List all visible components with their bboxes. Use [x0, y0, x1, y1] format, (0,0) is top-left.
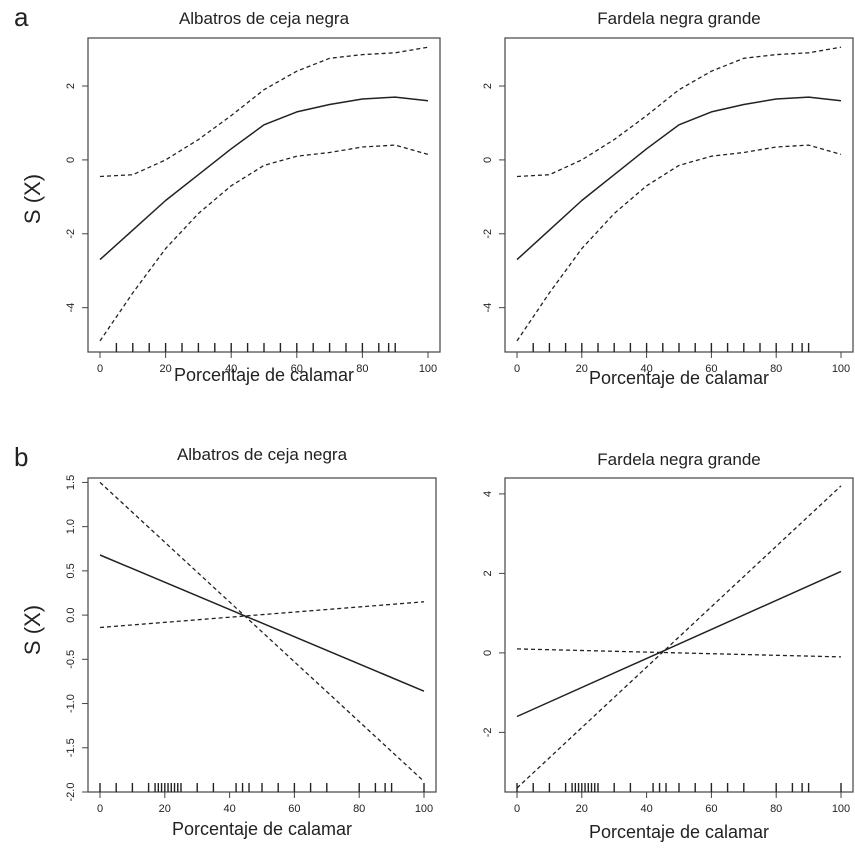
x-tick-label: 100	[832, 363, 850, 375]
x-tick-label: 80	[770, 363, 782, 375]
y-tick-label: -1.5	[65, 738, 77, 757]
x-tick-label: 40	[640, 363, 652, 375]
x-tick-label: 40	[223, 803, 235, 815]
panel-b-letter: b	[14, 442, 28, 472]
y-tick-label: 2	[482, 570, 494, 576]
fitted-line	[99, 554, 425, 692]
x-tick-label: 60	[705, 803, 717, 815]
y-tick-label: 4	[482, 491, 494, 497]
x-tick-label: 60	[291, 363, 303, 375]
x-tick-label: 100	[832, 803, 850, 815]
x-tick-label: 0	[514, 363, 520, 375]
y-tick-label: -1.0	[65, 694, 77, 713]
plot-frame	[87, 37, 441, 353]
x-tick-label: 40	[225, 363, 237, 375]
x-tick-label: 100	[415, 803, 433, 815]
confidence-band-line	[99, 144, 429, 342]
chart-title: Fardela negra grande	[597, 450, 761, 469]
x-tick-label: 20	[159, 803, 171, 815]
confidence-band-line	[516, 46, 842, 178]
fitted-line	[516, 570, 842, 718]
x-tick-label: 20	[576, 363, 588, 375]
panel-a-ylabel: S (X)	[20, 174, 45, 224]
chart-title: Albatros de ceja negra	[179, 9, 350, 28]
fitted-line	[516, 96, 842, 261]
y-tick-label: 2	[65, 83, 77, 89]
y-tick-label: -2	[482, 229, 494, 239]
y-tick-label: -0.5	[65, 650, 77, 669]
confidence-band-line	[99, 481, 425, 782]
chart-title: Albatros de ceja negra	[177, 445, 348, 464]
plot-frame	[504, 477, 854, 793]
x-tick-label: 80	[356, 363, 368, 375]
plot-frame	[504, 37, 854, 353]
chart-a-left: Albatros de ceja negra Porcentaje de cala…	[65, 9, 441, 385]
x-tick-label: 20	[159, 363, 171, 375]
x-tick-label: 40	[640, 803, 652, 815]
chart-b-left: Albatros de ceja negra Porcentaje de cala…	[65, 445, 437, 839]
x-tick-label: 20	[576, 803, 588, 815]
x-tick-label: 60	[705, 363, 717, 375]
y-tick-label: 1.5	[65, 475, 77, 490]
y-tick-label: 0	[482, 650, 494, 656]
confidence-band-line	[516, 144, 842, 342]
y-tick-label: 2	[482, 83, 494, 89]
confidence-band-line	[99, 601, 425, 629]
y-tick-label: -4	[482, 303, 494, 313]
x-axis-label: Porcentaje de calamar	[589, 822, 769, 842]
x-tick-label: 0	[514, 803, 520, 815]
y-tick-label: 0	[482, 157, 494, 163]
y-tick-label: 0.0	[65, 607, 77, 622]
confidence-band-line	[516, 485, 842, 789]
confidence-band-line	[99, 46, 429, 178]
panel-b-ylabel: S (X)	[20, 605, 45, 655]
panel-a-letter: a	[14, 2, 29, 32]
fitted-line	[99, 96, 429, 261]
y-tick-label: -2	[482, 727, 494, 737]
chart-b-right: Fardela negra grande Porcentaje de calama…	[482, 450, 854, 842]
x-tick-label: 100	[419, 363, 437, 375]
x-axis-label: Porcentaje de calamar	[589, 368, 769, 388]
x-axis-label: Porcentaje de calamar	[174, 365, 354, 385]
y-tick-label: -4	[65, 303, 77, 313]
x-axis-label: Porcentaje de calamar	[172, 819, 352, 839]
x-tick-label: 60	[288, 803, 300, 815]
chart-title: Fardela negra grande	[597, 9, 761, 28]
x-tick-label: 0	[97, 363, 103, 375]
y-tick-label: -2.0	[65, 783, 77, 802]
chart-a-right: Fardela negra grande Porcentaje de calama…	[482, 9, 854, 388]
x-tick-label: 80	[770, 803, 782, 815]
confidence-band-line	[516, 648, 842, 658]
plots-group: Albatros de ceja negra Porcentaje de cala…	[65, 9, 854, 842]
x-tick-label: 80	[353, 803, 365, 815]
y-tick-label: 1.0	[65, 519, 77, 534]
y-tick-label: 0.5	[65, 563, 77, 578]
x-tick-label: 0	[97, 803, 103, 815]
y-tick-label: -2	[65, 229, 77, 239]
y-tick-label: 0	[65, 157, 77, 163]
